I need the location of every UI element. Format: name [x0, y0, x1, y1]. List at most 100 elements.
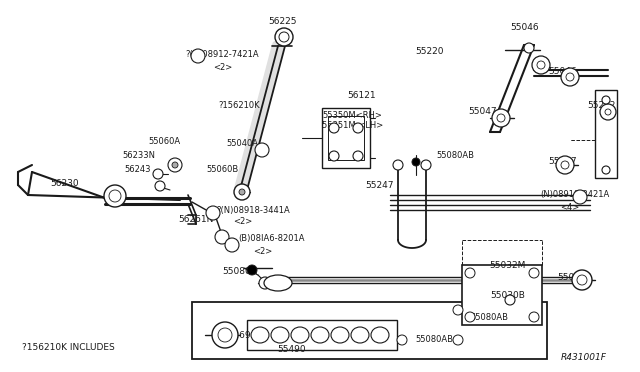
Ellipse shape [311, 327, 329, 343]
Text: 55060A: 55060A [148, 138, 180, 147]
Text: 55350M<RH>: 55350M<RH> [322, 110, 382, 119]
Circle shape [239, 189, 245, 195]
Circle shape [465, 268, 475, 278]
Text: 55030B: 55030B [490, 291, 525, 299]
Circle shape [532, 56, 550, 74]
Circle shape [453, 305, 463, 315]
Text: 55222: 55222 [587, 102, 616, 110]
Circle shape [279, 32, 289, 42]
Circle shape [602, 166, 610, 174]
Ellipse shape [264, 275, 292, 291]
Circle shape [537, 61, 545, 69]
Text: 55269: 55269 [222, 330, 251, 340]
Circle shape [275, 28, 293, 46]
Text: 55046: 55046 [548, 67, 577, 77]
Bar [328, 116, 364, 160]
Text: 55080A: 55080A [222, 267, 257, 276]
Circle shape [412, 158, 420, 166]
Circle shape [566, 73, 574, 81]
Text: N: N [577, 195, 582, 199]
Circle shape [168, 158, 182, 172]
Circle shape [255, 143, 269, 157]
Text: 55247: 55247 [365, 180, 394, 189]
Ellipse shape [351, 327, 369, 343]
Text: 56243: 56243 [124, 166, 150, 174]
Circle shape [206, 206, 220, 220]
Bar [247, 320, 397, 350]
Circle shape [155, 181, 165, 191]
Text: ?(N)08918-3441A: ?(N)08918-3441A [216, 205, 290, 215]
Circle shape [602, 96, 610, 104]
Circle shape [492, 109, 510, 127]
Circle shape [247, 265, 257, 275]
Bar [322, 108, 370, 168]
Circle shape [329, 151, 339, 161]
Circle shape [556, 156, 574, 174]
Circle shape [600, 104, 616, 120]
Text: <2>: <2> [253, 247, 272, 256]
Ellipse shape [251, 327, 269, 343]
Circle shape [109, 190, 121, 202]
Circle shape [453, 335, 463, 345]
Circle shape [573, 190, 587, 204]
Text: 56230: 56230 [50, 179, 79, 187]
Circle shape [421, 160, 431, 170]
Text: 55080AB: 55080AB [415, 336, 453, 344]
Circle shape [215, 230, 229, 244]
Text: ?156210K INCLUDES: ?156210K INCLUDES [22, 343, 115, 353]
Circle shape [561, 161, 569, 169]
Text: 55220: 55220 [415, 48, 444, 57]
Circle shape [172, 162, 178, 168]
Circle shape [605, 109, 611, 115]
Text: 55047: 55047 [548, 157, 577, 167]
Ellipse shape [291, 327, 309, 343]
Text: 55046: 55046 [510, 23, 539, 32]
Bar [192, 302, 547, 359]
Circle shape [329, 123, 339, 133]
Circle shape [353, 123, 363, 133]
Circle shape [191, 49, 205, 63]
Text: 55351M <LH>: 55351M <LH> [322, 122, 383, 131]
Text: <4>: <4> [560, 202, 579, 212]
Text: (N)08918-3421A: (N)08918-3421A [540, 189, 609, 199]
Text: B: B [230, 243, 234, 247]
Circle shape [497, 114, 505, 122]
Ellipse shape [331, 327, 349, 343]
Text: ?156210K: ?156210K [218, 100, 260, 109]
Circle shape [524, 43, 534, 53]
Text: R431001F: R431001F [561, 353, 607, 362]
Circle shape [505, 295, 515, 305]
Text: 56233N: 56233N [122, 151, 155, 160]
Ellipse shape [271, 327, 289, 343]
Text: N: N [195, 54, 201, 58]
Circle shape [529, 268, 539, 278]
Circle shape [397, 335, 407, 345]
Bar [462, 265, 542, 325]
Text: 56261N: 56261N [178, 215, 213, 224]
Ellipse shape [371, 327, 389, 343]
Circle shape [259, 277, 271, 289]
Text: 55020R: 55020R [557, 273, 592, 282]
Text: 55032M: 55032M [489, 260, 525, 269]
Text: 55060B: 55060B [206, 166, 238, 174]
Text: N: N [211, 211, 216, 215]
Text: ?(N)08912-7421A: ?(N)08912-7421A [185, 51, 259, 60]
Circle shape [212, 322, 238, 348]
Text: 56121: 56121 [347, 90, 376, 99]
Circle shape [153, 169, 163, 179]
Bar [595, 90, 617, 178]
Circle shape [104, 185, 126, 207]
Circle shape [465, 312, 475, 322]
Circle shape [353, 151, 363, 161]
Circle shape [234, 184, 250, 200]
Text: 55080AB: 55080AB [470, 314, 508, 323]
Text: 56225: 56225 [268, 17, 296, 26]
Text: 55040A: 55040A [226, 138, 258, 148]
Text: <2>: <2> [213, 64, 232, 73]
Circle shape [225, 238, 239, 252]
Text: <2>: <2> [233, 218, 252, 227]
Text: 55047: 55047 [468, 108, 497, 116]
Text: 55080AB: 55080AB [436, 151, 474, 160]
Circle shape [529, 312, 539, 322]
Circle shape [577, 275, 587, 285]
